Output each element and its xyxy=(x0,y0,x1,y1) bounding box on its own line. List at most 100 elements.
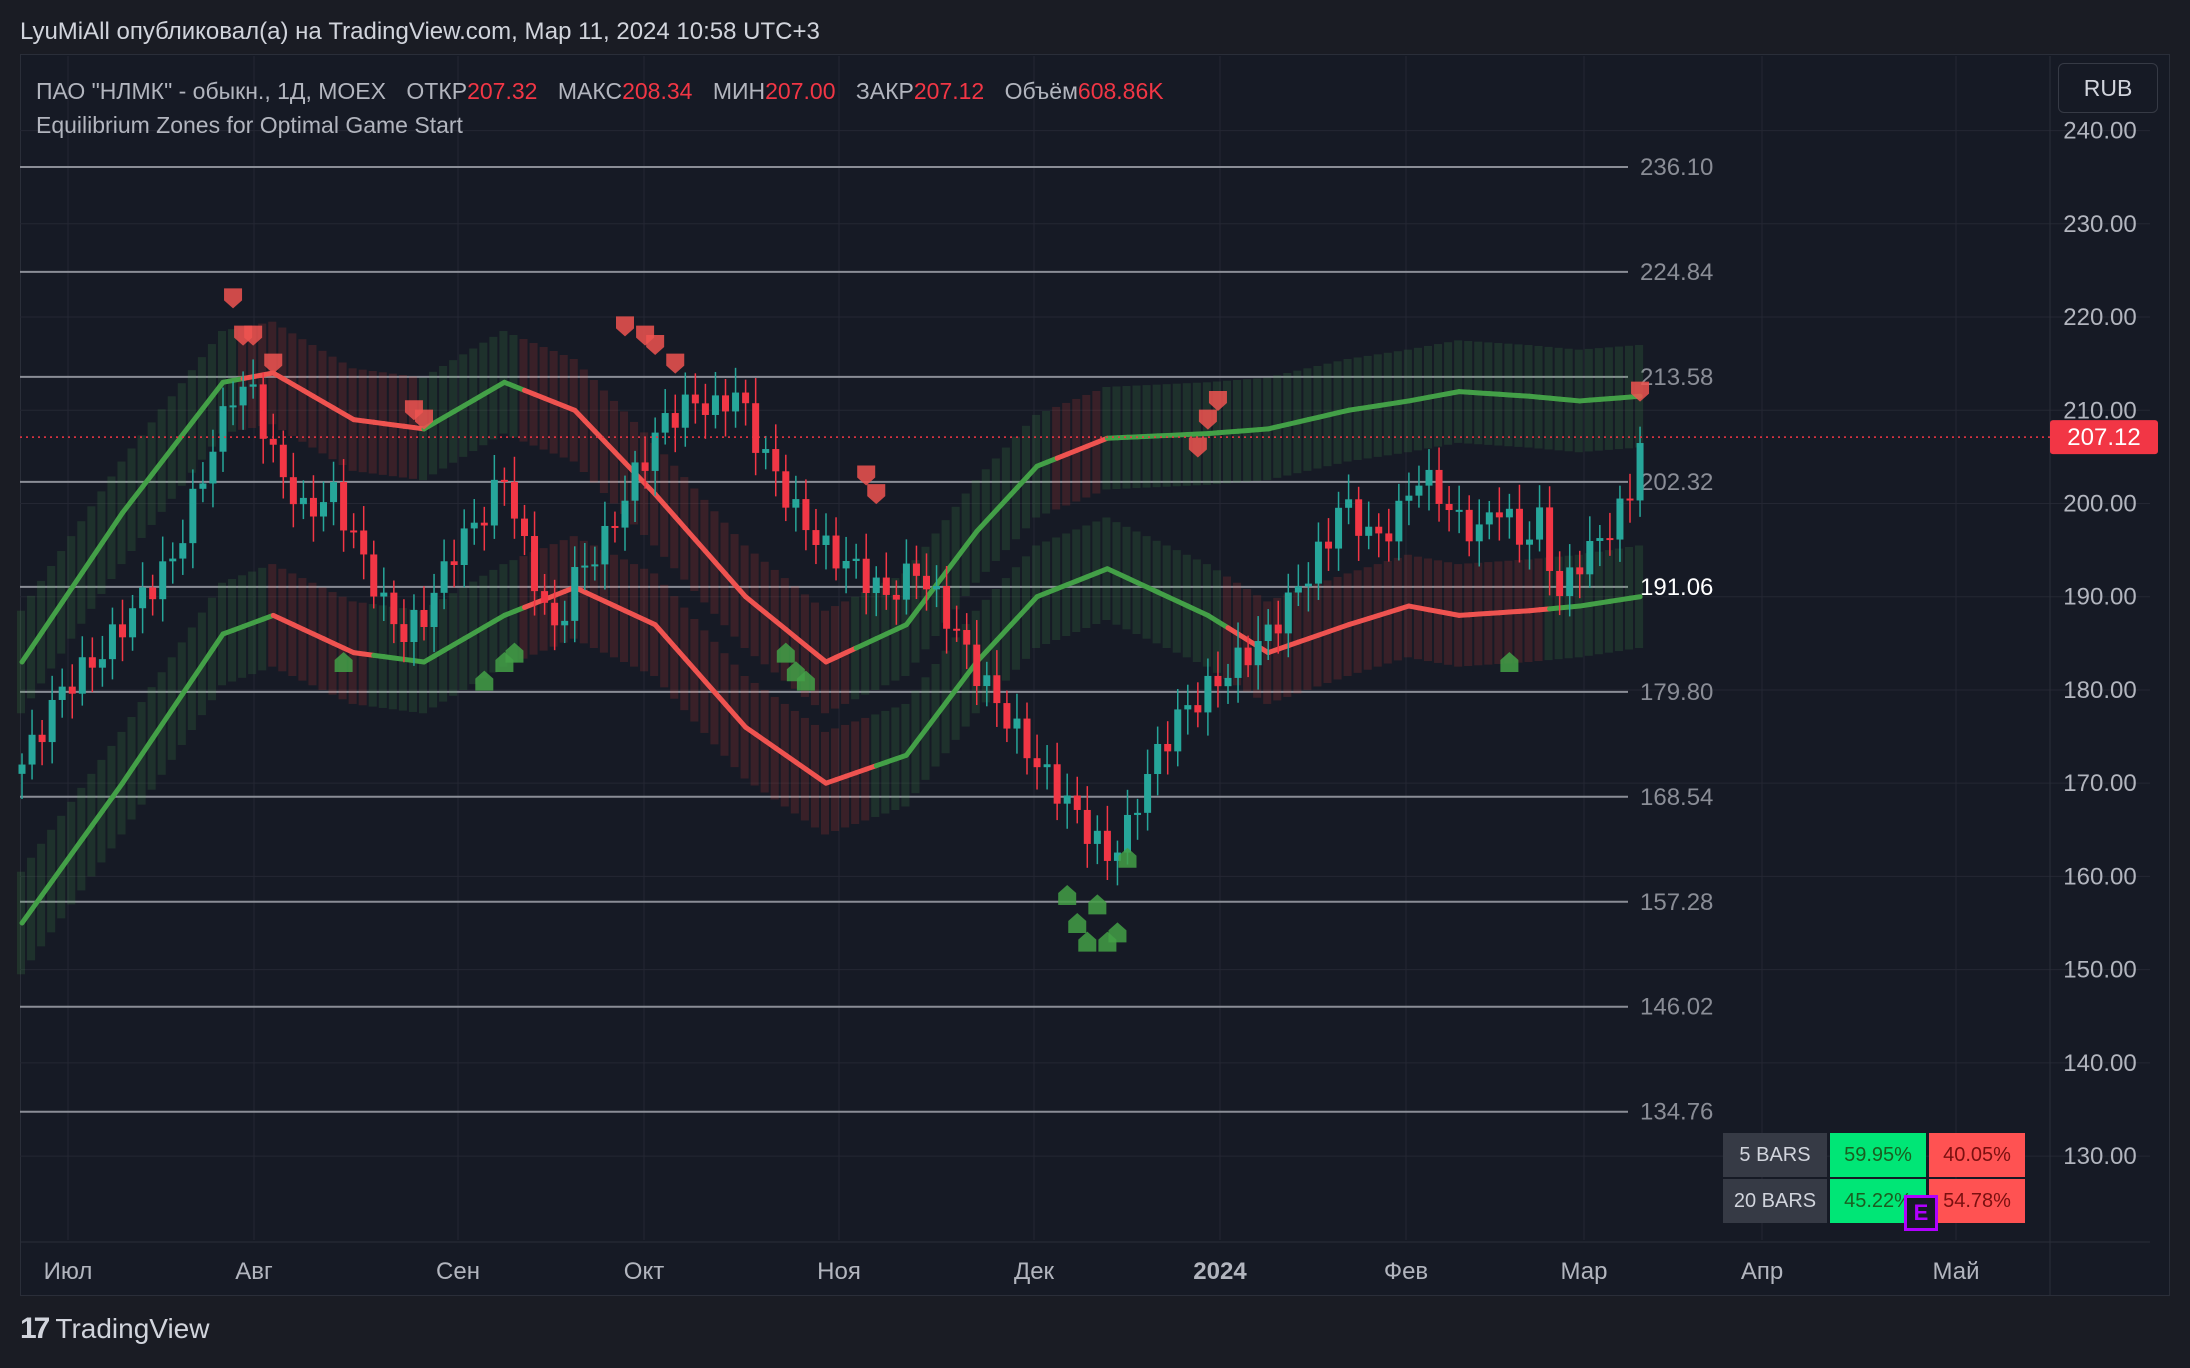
candle-body xyxy=(591,564,599,567)
candle-body xyxy=(802,499,810,531)
stats-row-20: 20 BARS 45.22% 54.78% xyxy=(1723,1179,2028,1223)
candle-body xyxy=(88,657,96,668)
candle-body xyxy=(1515,508,1523,545)
price-chart[interactable]: Июл Авг Сен Окт Ноя Дек 2024 Фев Мар Апр Май 130.00… xyxy=(0,0,2190,1300)
y-tick-label: 210.00 xyxy=(2063,397,2136,424)
y-tick-label: 180.00 xyxy=(2063,677,2136,704)
currency-button[interactable]: RUB xyxy=(2058,63,2158,113)
candle-body xyxy=(1204,675,1212,713)
candle-body xyxy=(701,403,709,415)
candle-body xyxy=(1586,540,1594,575)
band-line-segment xyxy=(29,892,45,912)
candle-body xyxy=(360,530,368,555)
candle-body xyxy=(249,384,257,387)
band-line-segment xyxy=(99,794,115,814)
band-line-segment xyxy=(200,392,216,411)
legend-open-value: 207.32 xyxy=(467,78,538,104)
candle-body xyxy=(450,561,458,565)
candle-body xyxy=(711,395,719,415)
candle-body xyxy=(1103,830,1111,861)
candle-body xyxy=(18,764,26,774)
candle-body xyxy=(762,449,770,453)
legend-low-label: МИН xyxy=(712,78,766,104)
candle-body xyxy=(1445,503,1453,511)
candle-body xyxy=(601,525,609,565)
band-line-segment xyxy=(692,537,708,554)
candle-body xyxy=(1636,443,1644,501)
level-label: 157.28 xyxy=(1640,889,1713,916)
stats-table: 5 BARS 59.95% 40.05% 20 BARS 45.22% 54.7… xyxy=(1723,1133,2028,1225)
candle-body xyxy=(1465,509,1473,542)
candle-body xyxy=(410,609,418,642)
band-line-segment xyxy=(903,608,919,628)
candle-body xyxy=(209,451,217,484)
band-line-segment xyxy=(954,542,970,561)
candle-body xyxy=(832,535,840,569)
band-line-segment xyxy=(692,667,708,685)
sell-signal-icon xyxy=(264,353,283,374)
stats-row-label: 20 BARS xyxy=(1723,1179,1827,1223)
candle-body xyxy=(1405,495,1413,501)
candle-body xyxy=(390,592,398,625)
buy-signal-icon xyxy=(776,642,795,663)
band-line-segment xyxy=(954,672,970,692)
buy-signal-icon xyxy=(475,670,494,691)
candle-body xyxy=(671,413,679,428)
candle-body xyxy=(1284,592,1292,634)
x-tick-label: Мар xyxy=(1561,1258,1608,1285)
candle-body xyxy=(1194,705,1202,713)
candle-body xyxy=(1043,764,1051,768)
y-tick-label: 190.00 xyxy=(2063,584,2136,611)
candle-body xyxy=(1345,499,1353,508)
candle-body xyxy=(129,608,137,638)
candle-body xyxy=(78,657,86,694)
indicator-name[interactable]: Equilibrium Zones for Optimal Game Start xyxy=(36,112,463,138)
band-line-segment xyxy=(924,712,940,732)
candle-body xyxy=(1003,703,1011,729)
candle-body xyxy=(470,522,478,529)
chart-panel[interactable] xyxy=(20,54,2170,1296)
candle-body xyxy=(611,525,619,528)
last-price-label: 207.12 xyxy=(2067,424,2140,451)
candle-body xyxy=(1154,743,1162,775)
candle-body xyxy=(1526,539,1533,545)
x-tick-label: Авг xyxy=(235,1258,273,1285)
y-tick-label: 170.00 xyxy=(2063,770,2136,797)
candle-body xyxy=(269,438,277,445)
y-tick-label: 230.00 xyxy=(2063,211,2136,238)
candle-body xyxy=(812,530,820,545)
band-line-segment xyxy=(913,726,929,745)
earnings-badge[interactable]: E xyxy=(1904,1195,1938,1231)
candle-body xyxy=(1415,485,1423,496)
candle-body xyxy=(340,481,348,531)
sell-signal-icon xyxy=(224,288,243,309)
buy-signal-icon xyxy=(1500,651,1519,672)
band-line-segment xyxy=(712,560,728,577)
candle-body xyxy=(1023,718,1031,759)
candle-body xyxy=(912,563,920,576)
y-tick-label: 240.00 xyxy=(2063,118,2136,145)
candle-body xyxy=(1144,774,1152,813)
level-label: 236.10 xyxy=(1640,154,1713,181)
candle-body xyxy=(752,403,760,453)
tradingview-logo[interactable]: 17 TradingView xyxy=(20,1312,209,1346)
candle-body xyxy=(38,734,46,743)
legend-high-value: 208.34 xyxy=(622,78,693,104)
band-line-segment xyxy=(170,432,186,451)
candle-body xyxy=(400,624,408,642)
candle-body xyxy=(48,699,56,743)
x-tick-label: Ноя xyxy=(817,1258,861,1285)
candle-body xyxy=(1093,830,1101,844)
level-label: 202.32 xyxy=(1640,469,1713,496)
band-line-segment xyxy=(109,780,125,800)
candle-body xyxy=(500,479,508,482)
candle-body xyxy=(1375,526,1383,534)
band-line-segment xyxy=(120,765,136,786)
candle-body xyxy=(681,394,689,428)
candle-body xyxy=(1184,705,1192,710)
candle-body xyxy=(28,734,36,765)
band-line-segment xyxy=(29,629,45,650)
sell-signal-icon xyxy=(244,325,263,346)
candle-body xyxy=(1536,507,1544,540)
x-tick-label: Фев xyxy=(1384,1258,1428,1285)
